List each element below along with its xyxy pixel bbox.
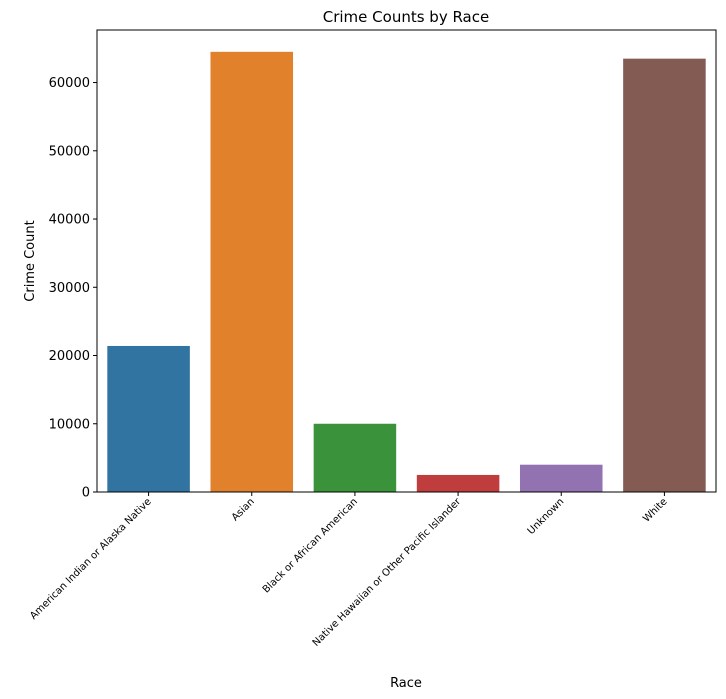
y-tick-label-0: 0 — [82, 486, 90, 501]
chart-title: Crime Counts by Race — [323, 8, 489, 26]
bar-3 — [416, 474, 500, 492]
bar-1 — [210, 51, 294, 492]
y-tick-label-1: 10000 — [49, 417, 90, 432]
x-axis: American Indian or Alaska Native Asian Bla… — [28, 492, 670, 649]
bar-2 — [313, 423, 397, 492]
y-tick-label-5: 50000 — [49, 144, 90, 159]
x-tick-label-4: Unknown — [526, 496, 567, 537]
x-tick-label-0: American Indian or Alaska Native — [28, 496, 154, 622]
y-tick-label-4: 40000 — [49, 213, 90, 228]
y-tick-label-3: 30000 — [49, 281, 90, 296]
bar-0 — [107, 345, 190, 492]
plot-frame — [96, 29, 717, 493]
x-tick-label-5: White — [641, 496, 669, 524]
y-tick-label-6: 60000 — [49, 76, 90, 91]
y-axis-label: Crime Count — [23, 220, 38, 301]
bar-5 — [623, 58, 706, 492]
x-tick-label-2: Black or African American — [261, 496, 360, 595]
bar-4 — [519, 464, 603, 492]
x-tick-label-1: Asian — [230, 496, 257, 523]
y-tick-label-2: 20000 — [49, 349, 90, 364]
x-axis-label: Race — [390, 676, 422, 691]
y-axis: 0 10000 20000 30000 40000 50000 60000 — [49, 76, 97, 501]
bars-group — [107, 51, 706, 492]
